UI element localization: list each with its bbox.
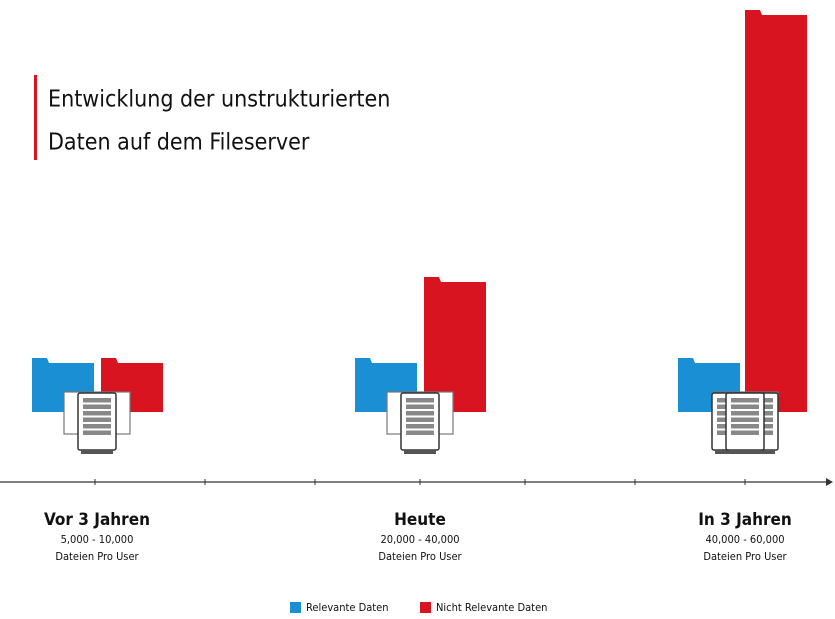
title-line: Daten auf dem Fileserver [48,130,310,156]
server-slot [406,418,434,423]
timeline-arrow [826,478,833,486]
group-range: 5,000 - 10,000 [61,533,134,546]
server-slot [83,418,111,423]
infographic: Entwicklung der unstrukturierten Daten a… [0,0,835,619]
group-label: Heute [394,510,446,530]
server-slot [83,405,111,410]
server-slot [83,411,111,416]
server-slot [731,431,759,436]
server-slot [83,431,111,436]
server-slot [731,424,759,429]
server-foot [81,450,113,454]
server-slot [83,398,111,403]
group-range: 20,000 - 40,000 [380,533,459,546]
server-slot [406,411,434,416]
server-slot [406,431,434,436]
group-range: 40,000 - 60,000 [705,533,784,546]
server-foot [729,450,761,454]
server-slot [406,424,434,429]
group-unit: Dateien Pro User [378,550,462,563]
server-slot [83,424,111,429]
server-slot [731,398,759,403]
legend-label: Relevante Daten [306,601,389,614]
server-slot [731,411,759,416]
legend-label: Nicht Relevante Daten [436,601,547,614]
group-unit: Dateien Pro User [55,550,139,563]
folder [745,10,807,412]
title-line: Entwicklung der unstrukturierten [48,87,390,113]
server-slot [406,398,434,403]
group-label: In 3 Jahren [698,510,792,530]
server-foot [404,450,436,454]
legend-swatch [420,602,431,613]
legend-swatch [290,602,301,613]
server-slot [406,405,434,410]
group-label: Vor 3 Jahren [44,510,150,530]
group-unit: Dateien Pro User [703,550,787,563]
server-slot [731,405,759,410]
server-slot [731,418,759,423]
title-accent [34,75,37,160]
